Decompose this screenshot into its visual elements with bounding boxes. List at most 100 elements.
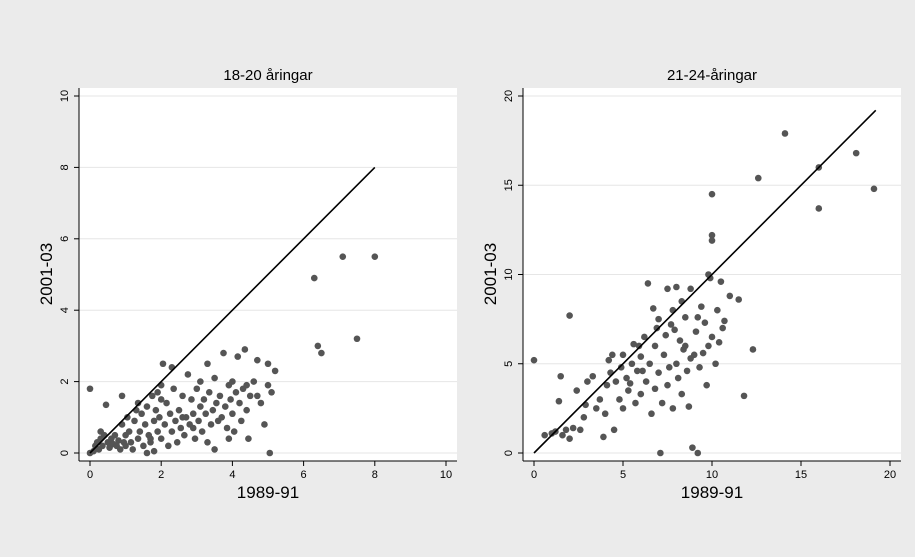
x-tick-label: 20: [884, 469, 896, 481]
data-point: [195, 417, 202, 425]
data-point: [667, 321, 675, 328]
data-point: [134, 399, 142, 407]
data-point: [243, 406, 250, 414]
data-point: [131, 417, 138, 425]
y-tick-label: 10: [503, 268, 515, 280]
data-point: [246, 392, 254, 400]
data-point: [657, 449, 664, 457]
data-point: [122, 442, 129, 450]
data-point: [605, 356, 613, 364]
data-point: [692, 328, 700, 335]
data-point: [637, 390, 645, 398]
data-point: [669, 405, 677, 412]
data-point: [211, 374, 218, 382]
y-tick-label: 0: [59, 450, 71, 456]
data-point: [159, 360, 167, 368]
reference-line: [533, 109, 877, 454]
data-point: [125, 428, 133, 435]
data-point: [815, 205, 823, 212]
data-point: [664, 381, 671, 389]
data-point: [216, 392, 224, 400]
chart-title: 21-24-åringar: [667, 67, 757, 84]
data-point: [557, 372, 564, 380]
data-point: [623, 374, 630, 382]
data-point: [655, 369, 662, 376]
data-point: [676, 337, 684, 344]
y-tick-label: 10: [59, 90, 71, 102]
data-point: [221, 403, 229, 410]
data-point: [719, 324, 726, 332]
data-point: [655, 315, 662, 323]
data-point: [189, 410, 197, 418]
data-point: [124, 414, 131, 421]
data-point: [234, 353, 242, 360]
data-point: [90, 447, 97, 455]
data-point: [127, 438, 135, 446]
data-point: [129, 446, 137, 453]
data-point: [589, 372, 597, 380]
data-point: [223, 424, 231, 432]
data-point: [150, 417, 158, 425]
data-point: [584, 378, 591, 385]
data-point: [207, 421, 215, 428]
data-point: [651, 342, 659, 350]
data-point: [703, 381, 710, 389]
data-point: [562, 426, 570, 434]
data-point: [230, 428, 238, 435]
x-tick-label: 0: [87, 469, 93, 481]
data-point: [712, 360, 719, 368]
data-point: [715, 339, 723, 346]
data-point: [682, 314, 689, 321]
chart-title: 18-20 åringar: [223, 67, 312, 84]
panel-18-20: 0 2 4 6 8 10 0 2 4 6 8 10 18-20 åringar 1989-91 2001-0…: [37, 67, 457, 502]
data-point: [726, 292, 734, 300]
data-point: [245, 435, 252, 443]
data-point: [172, 417, 179, 425]
data-point: [619, 351, 627, 359]
data-point: [111, 431, 119, 439]
data-point: [209, 406, 217, 414]
data-point: [566, 435, 573, 443]
data-point: [198, 428, 206, 435]
data-point: [229, 410, 236, 418]
data-point: [714, 306, 721, 314]
data-point: [149, 392, 156, 400]
data-point: [870, 185, 878, 193]
x-tick-label: 6: [301, 469, 307, 481]
data-point: [238, 417, 245, 425]
data-point: [179, 414, 186, 421]
data-point: [115, 437, 122, 444]
data-point: [530, 356, 538, 364]
data-point: [649, 305, 657, 312]
data-point: [708, 333, 716, 341]
x-tick-label: 0: [531, 469, 537, 481]
data-point: [371, 253, 379, 260]
data-point: [593, 405, 600, 412]
data-point: [136, 428, 144, 435]
y-axis-label: 2001-03: [481, 243, 500, 305]
data-point: [218, 414, 226, 421]
data-point: [639, 367, 646, 375]
data-point: [633, 367, 641, 375]
data-point: [157, 435, 165, 443]
data-point: [211, 446, 218, 453]
data-point: [150, 447, 158, 455]
data-point: [781, 130, 789, 137]
data-point: [678, 390, 686, 398]
data-point: [708, 237, 716, 244]
y-tick-label: 2: [59, 379, 71, 385]
data-point: [749, 346, 757, 353]
data-point: [673, 360, 680, 368]
data-point: [134, 435, 142, 443]
data-point: [626, 380, 634, 387]
data-point: [573, 387, 581, 394]
data-point: [619, 405, 627, 412]
data-point: [648, 410, 655, 418]
data-point: [616, 396, 623, 403]
x-tick-label: 2: [158, 469, 164, 481]
data-point: [646, 360, 653, 368]
data-point: [701, 319, 709, 326]
data-point: [147, 435, 154, 443]
data-point: [184, 371, 192, 378]
data-point: [193, 385, 201, 393]
